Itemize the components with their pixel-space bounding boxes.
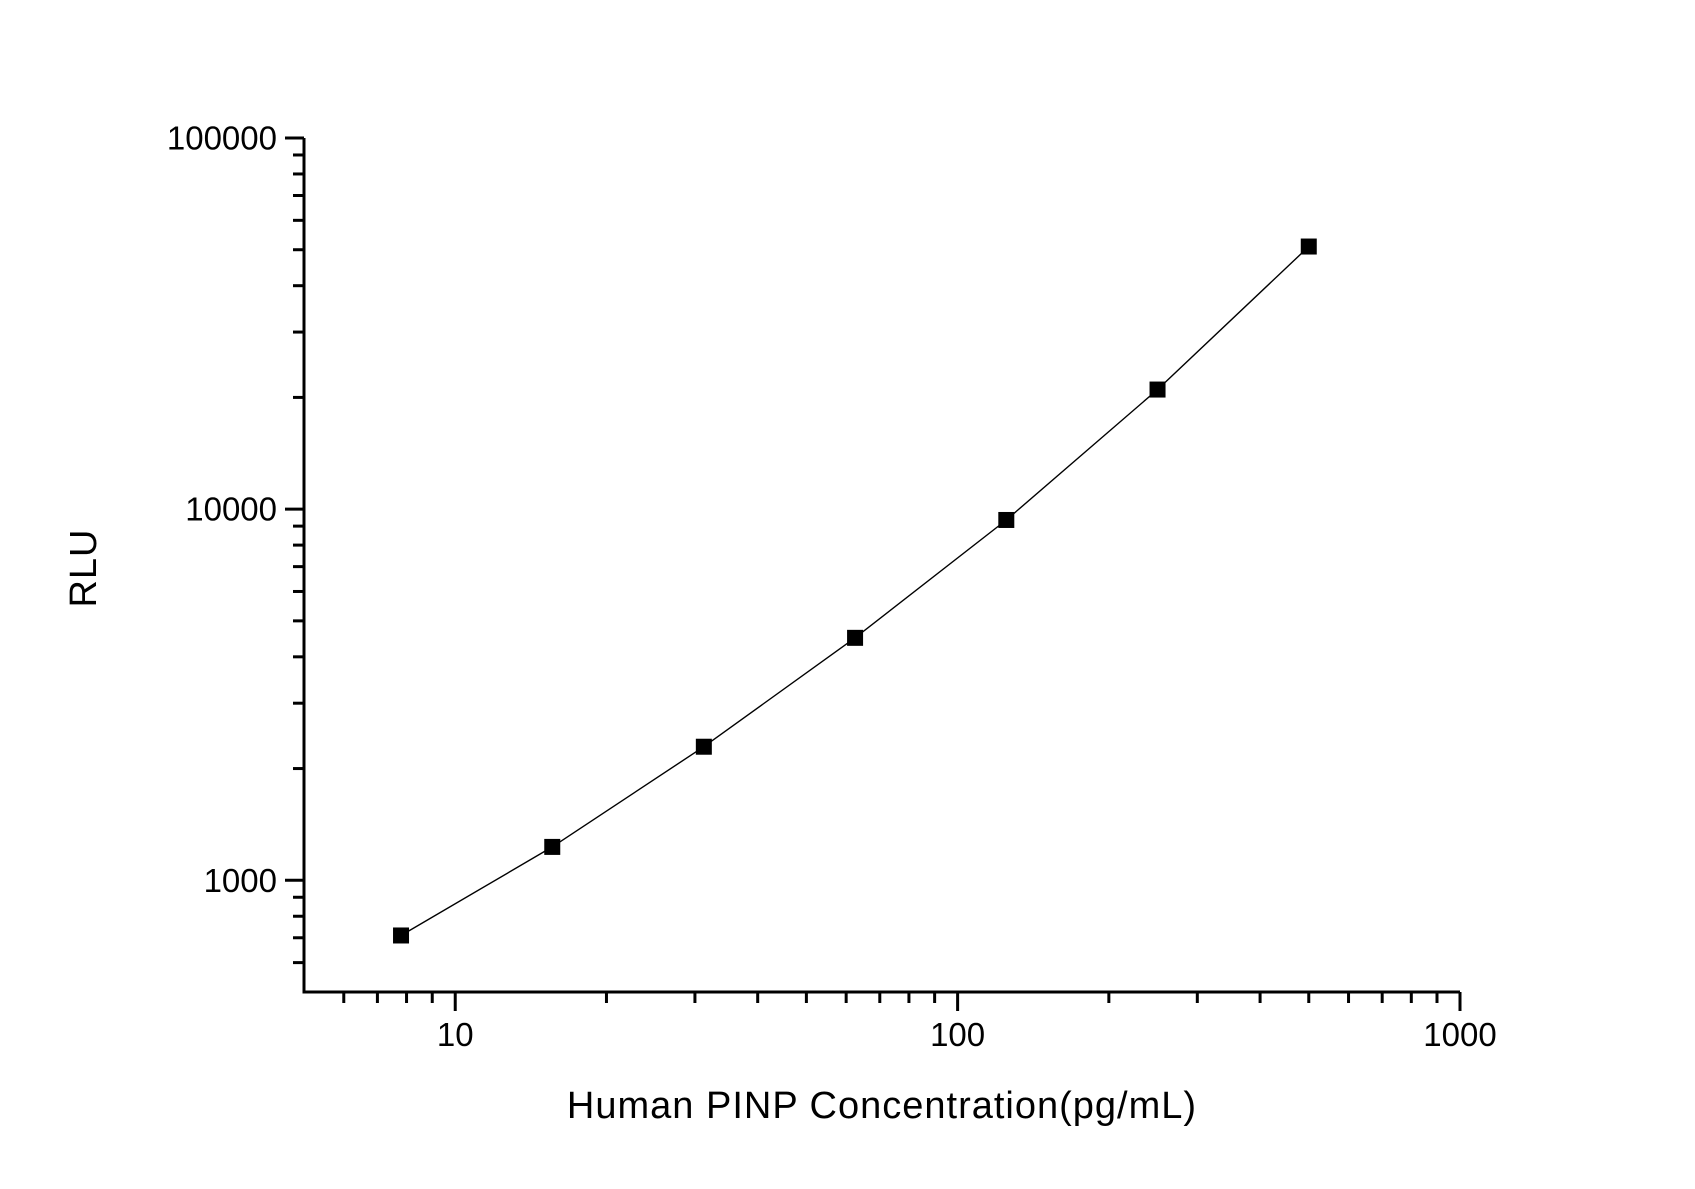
data-point-marker bbox=[847, 629, 864, 646]
data-point-marker bbox=[393, 927, 410, 944]
y-tick-label: 1000 bbox=[204, 862, 277, 899]
x-axis-title: Human PINP Concentration(pg/mL) bbox=[566, 1085, 1198, 1127]
data-point-marker bbox=[695, 738, 712, 755]
x-tick-label: 10 bbox=[437, 1016, 474, 1053]
series-line bbox=[400, 245, 1310, 937]
data-point-marker bbox=[1300, 238, 1317, 255]
y-tick-label: 10000 bbox=[185, 491, 277, 528]
y-tick-label: 100000 bbox=[167, 120, 277, 157]
x-tick-label: 100 bbox=[930, 1016, 985, 1053]
x-tick-label: 1000 bbox=[1423, 1016, 1496, 1053]
axes-frame bbox=[302, 138, 1460, 994]
data-point-marker bbox=[1149, 381, 1166, 398]
y-axis-title: RLU bbox=[63, 528, 105, 608]
data-point-marker bbox=[998, 511, 1015, 528]
data-point-marker bbox=[544, 838, 561, 855]
